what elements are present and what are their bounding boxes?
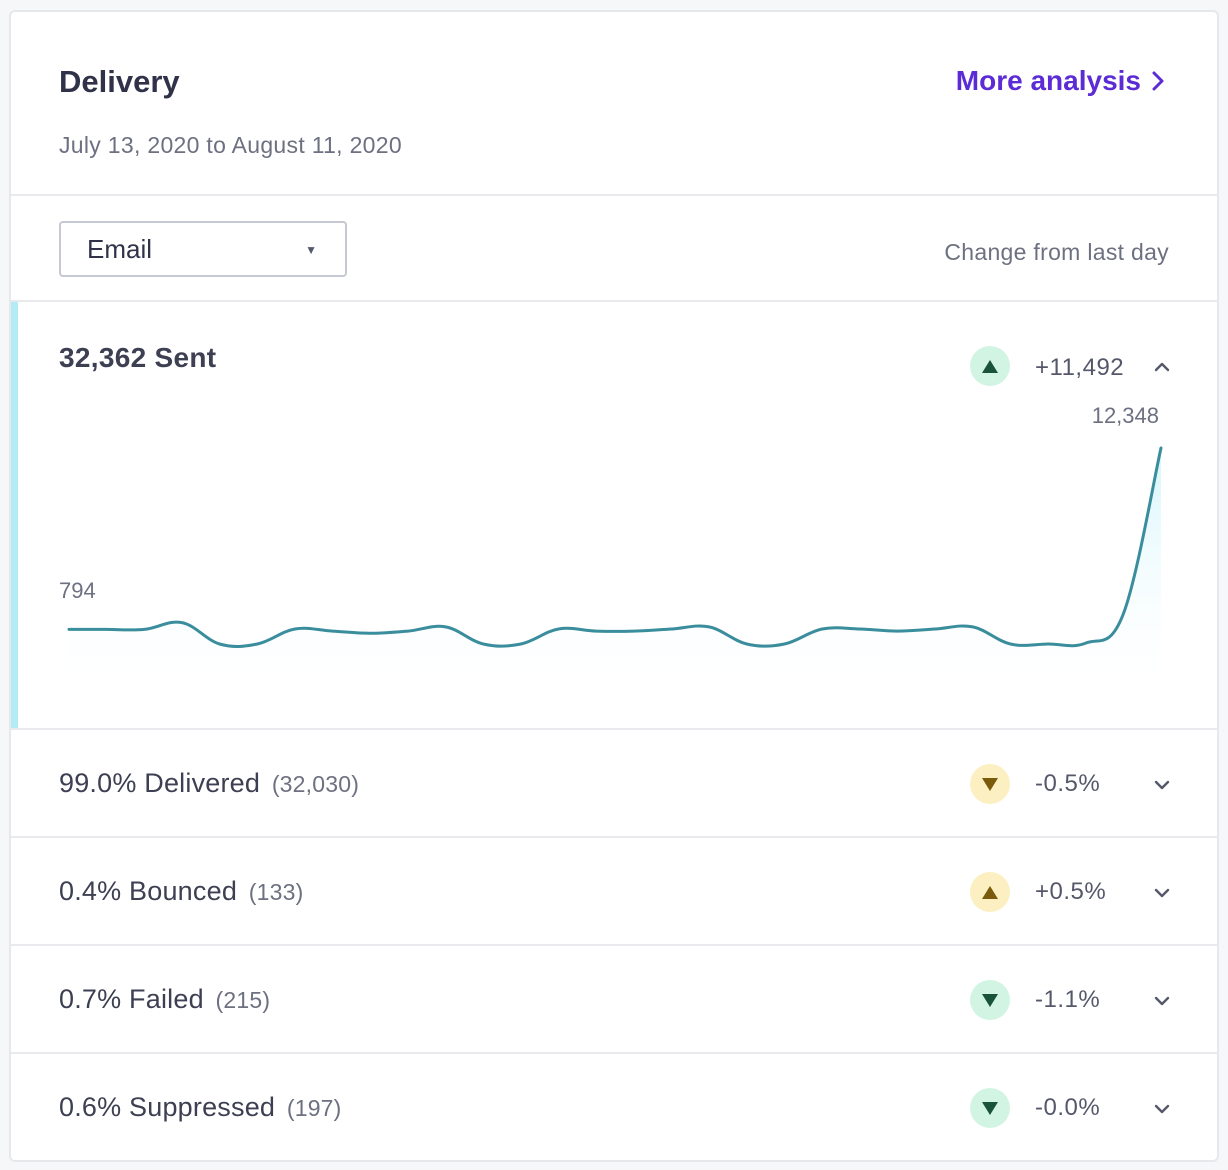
sent-trend-badge	[970, 346, 1010, 386]
metric-trend-badge	[970, 980, 1010, 1020]
date-range: July 13, 2020 to August 11, 2020	[59, 132, 402, 158]
metric-count: (197)	[286, 1095, 342, 1121]
metric-label-text: 99.0% Delivered	[59, 768, 261, 798]
metric-delta: -1.1%	[1035, 986, 1101, 1013]
chart-end-label: 12,348	[1092, 403, 1159, 428]
delivery-card: Delivery July 13, 2020 to August 11, 202…	[9, 10, 1219, 1162]
chart-series-line	[67, 446, 1163, 648]
metric-count: (32,030)	[271, 771, 360, 797]
chevron-down-icon[interactable]	[1151, 1098, 1173, 1120]
chevron-right-icon	[1152, 71, 1164, 91]
metric-trend-badge	[970, 1088, 1010, 1128]
metric-row-delivered[interactable]: 99.0% Delivered (32,030) -0.5%	[11, 730, 1217, 838]
metric-delta: -0.0%	[1035, 1094, 1101, 1121]
chevron-up-icon[interactable]	[1151, 356, 1173, 378]
arrow-down-icon	[982, 1101, 998, 1115]
caret-down-icon: ▼	[305, 243, 317, 257]
chart-area-fill	[69, 448, 1161, 684]
more-analysis-label: More analysis	[955, 65, 1141, 96]
sent-section: 32,362 Sent +11,492 794 12,348	[11, 302, 1217, 730]
sent-area-chart: 794 12,348	[59, 403, 1163, 684]
channel-select[interactable]: Email ▼	[59, 221, 347, 277]
metric-row-failed[interactable]: 0.7% Failed (215) -1.1%	[11, 946, 1217, 1054]
controls-bar: Email ▼ Change from last day	[11, 196, 1217, 302]
arrow-up-icon	[982, 359, 998, 373]
metric-count: (133)	[248, 879, 304, 905]
sent-accent-bar	[11, 302, 18, 728]
more-analysis-link[interactable]: More analysis	[956, 65, 1165, 97]
chevron-down-icon[interactable]	[1151, 990, 1173, 1012]
chevron-down-icon[interactable]	[1151, 882, 1173, 904]
arrow-up-icon	[982, 885, 998, 899]
metric-label-text: 0.6% Suppressed	[59, 1092, 276, 1122]
card-header: Delivery July 13, 2020 to August 11, 202…	[11, 12, 1217, 196]
arrow-down-icon	[982, 777, 998, 791]
arrow-down-icon	[982, 993, 998, 1007]
metric-row-label: 0.6% Suppressed (197)	[59, 1092, 342, 1123]
metric-delta: -0.5%	[1035, 770, 1101, 797]
metric-trend-badge	[970, 872, 1010, 912]
metric-trend-badge	[970, 764, 1010, 804]
metric-label-text: 0.4% Bounced	[59, 876, 238, 906]
metric-row-label: 99.0% Delivered (32,030)	[59, 768, 359, 799]
metric-row-suppressed[interactable]: 0.6% Suppressed (197) -0.0%	[11, 1054, 1217, 1160]
change-from-last-day-label: Change from last day	[944, 239, 1169, 265]
metric-row-bounced[interactable]: 0.4% Bounced (133) +0.5%	[11, 838, 1217, 946]
channel-select-value: Email	[87, 233, 153, 264]
sent-title: 32,362 Sent	[59, 342, 217, 373]
card-title: Delivery	[59, 64, 180, 99]
chart-start-label: 794	[59, 578, 96, 603]
metric-count: (215)	[215, 987, 271, 1013]
metric-delta: +0.5%	[1035, 878, 1107, 905]
metric-row-label: 0.4% Bounced (133)	[59, 876, 303, 907]
metric-row-label: 0.7% Failed (215)	[59, 984, 270, 1015]
sent-delta: +11,492	[1035, 354, 1125, 381]
metric-label-text: 0.7% Failed	[59, 984, 204, 1014]
chevron-down-icon[interactable]	[1151, 774, 1173, 796]
